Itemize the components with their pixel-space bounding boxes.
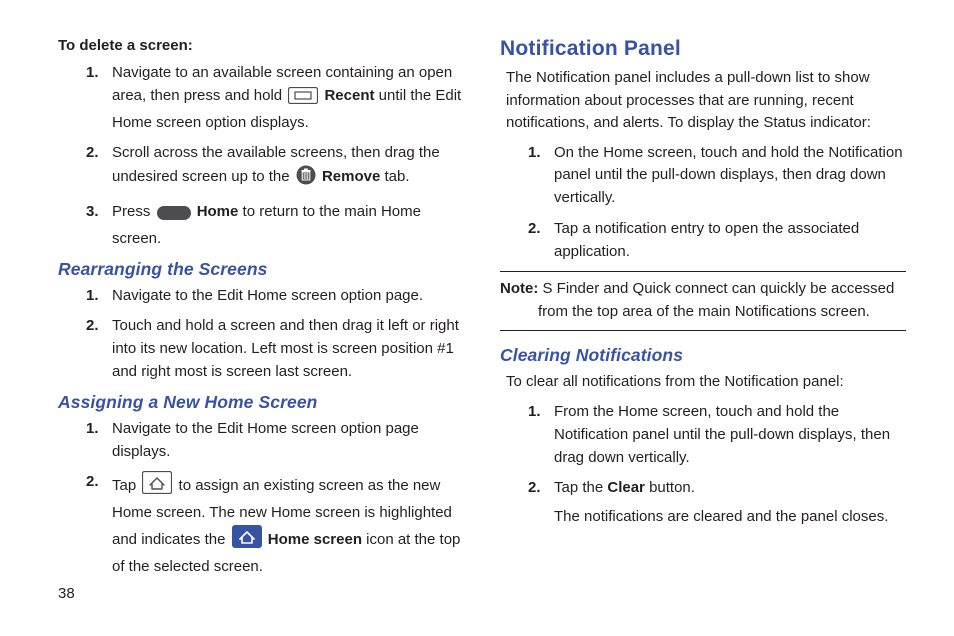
clearing-steps: From the Home screen, touch and hold the… (530, 401, 906, 529)
list-item: Press Home to return to the main Home sc… (88, 201, 464, 251)
list-item: Tap a notification entry to open the ass… (530, 218, 906, 264)
list-item: Navigate to an available screen containi… (88, 62, 464, 134)
notification-panel-heading: Notification Panel (500, 37, 906, 61)
step-text: Tap the (554, 479, 607, 496)
home-screen-label: Home screen (268, 531, 362, 548)
delete-screen-title: To delete a screen: (58, 37, 464, 54)
right-column: Notification Panel The Notification pane… (500, 37, 906, 587)
page-number: 38 (58, 585, 75, 602)
rearranging-steps: Navigate to the Edit Home screen option … (88, 285, 464, 384)
list-item: Tap the Clear button. The notifications … (530, 477, 906, 529)
trash-remove-icon (296, 165, 316, 193)
left-column: To delete a screen: Navigate to an avail… (58, 37, 464, 587)
clearing-intro: To clear all notifications from the Noti… (506, 371, 904, 394)
recent-key-icon (288, 87, 318, 112)
list-item: Scroll across the available screens, the… (88, 142, 464, 193)
step-text: tab. (385, 168, 410, 185)
home-filled-icon (232, 525, 262, 556)
clearing-heading: Clearing Notifications (500, 345, 906, 366)
page-content: To delete a screen: Navigate to an avail… (0, 0, 954, 587)
rearranging-heading: Rearranging the Screens (58, 259, 464, 280)
assigning-heading: Assigning a New Home Screen (58, 392, 464, 413)
home-label: Home (197, 203, 239, 220)
home-outline-icon (142, 471, 172, 502)
list-item: Tap to assign an existing screen as the … (88, 471, 464, 578)
list-item: Navigate to the Edit Home screen option … (88, 285, 464, 308)
list-item: Touch and hold a screen and then drag it… (88, 315, 464, 383)
list-item: From the Home screen, touch and hold the… (530, 401, 906, 469)
assigning-steps: Navigate to the Edit Home screen option … (88, 418, 464, 579)
step-text: Tap (112, 477, 140, 494)
step-text: button. (645, 479, 695, 496)
home-key-icon (157, 205, 191, 228)
step-after-text: The notifications are cleared and the pa… (554, 506, 906, 529)
notification-panel-steps: On the Home screen, touch and hold the N… (530, 142, 906, 264)
note-body: Note: S Finder and Quick connect can qui… (500, 278, 906, 323)
note-text: S Finder and Quick connect can quickly b… (538, 280, 894, 320)
notification-panel-intro: The Notification panel includes a pull-d… (506, 67, 904, 135)
step-text: Press (112, 203, 155, 220)
delete-screen-steps: Navigate to an available screen containi… (88, 62, 464, 251)
list-item: On the Home screen, touch and hold the N… (530, 142, 906, 210)
clear-label: Clear (607, 479, 645, 496)
note-label: Note: (500, 280, 538, 297)
list-item: Navigate to the Edit Home screen option … (88, 418, 464, 464)
recent-label: Recent (324, 87, 374, 104)
remove-label: Remove (322, 168, 380, 185)
note-block: Note: S Finder and Quick connect can qui… (500, 271, 906, 331)
